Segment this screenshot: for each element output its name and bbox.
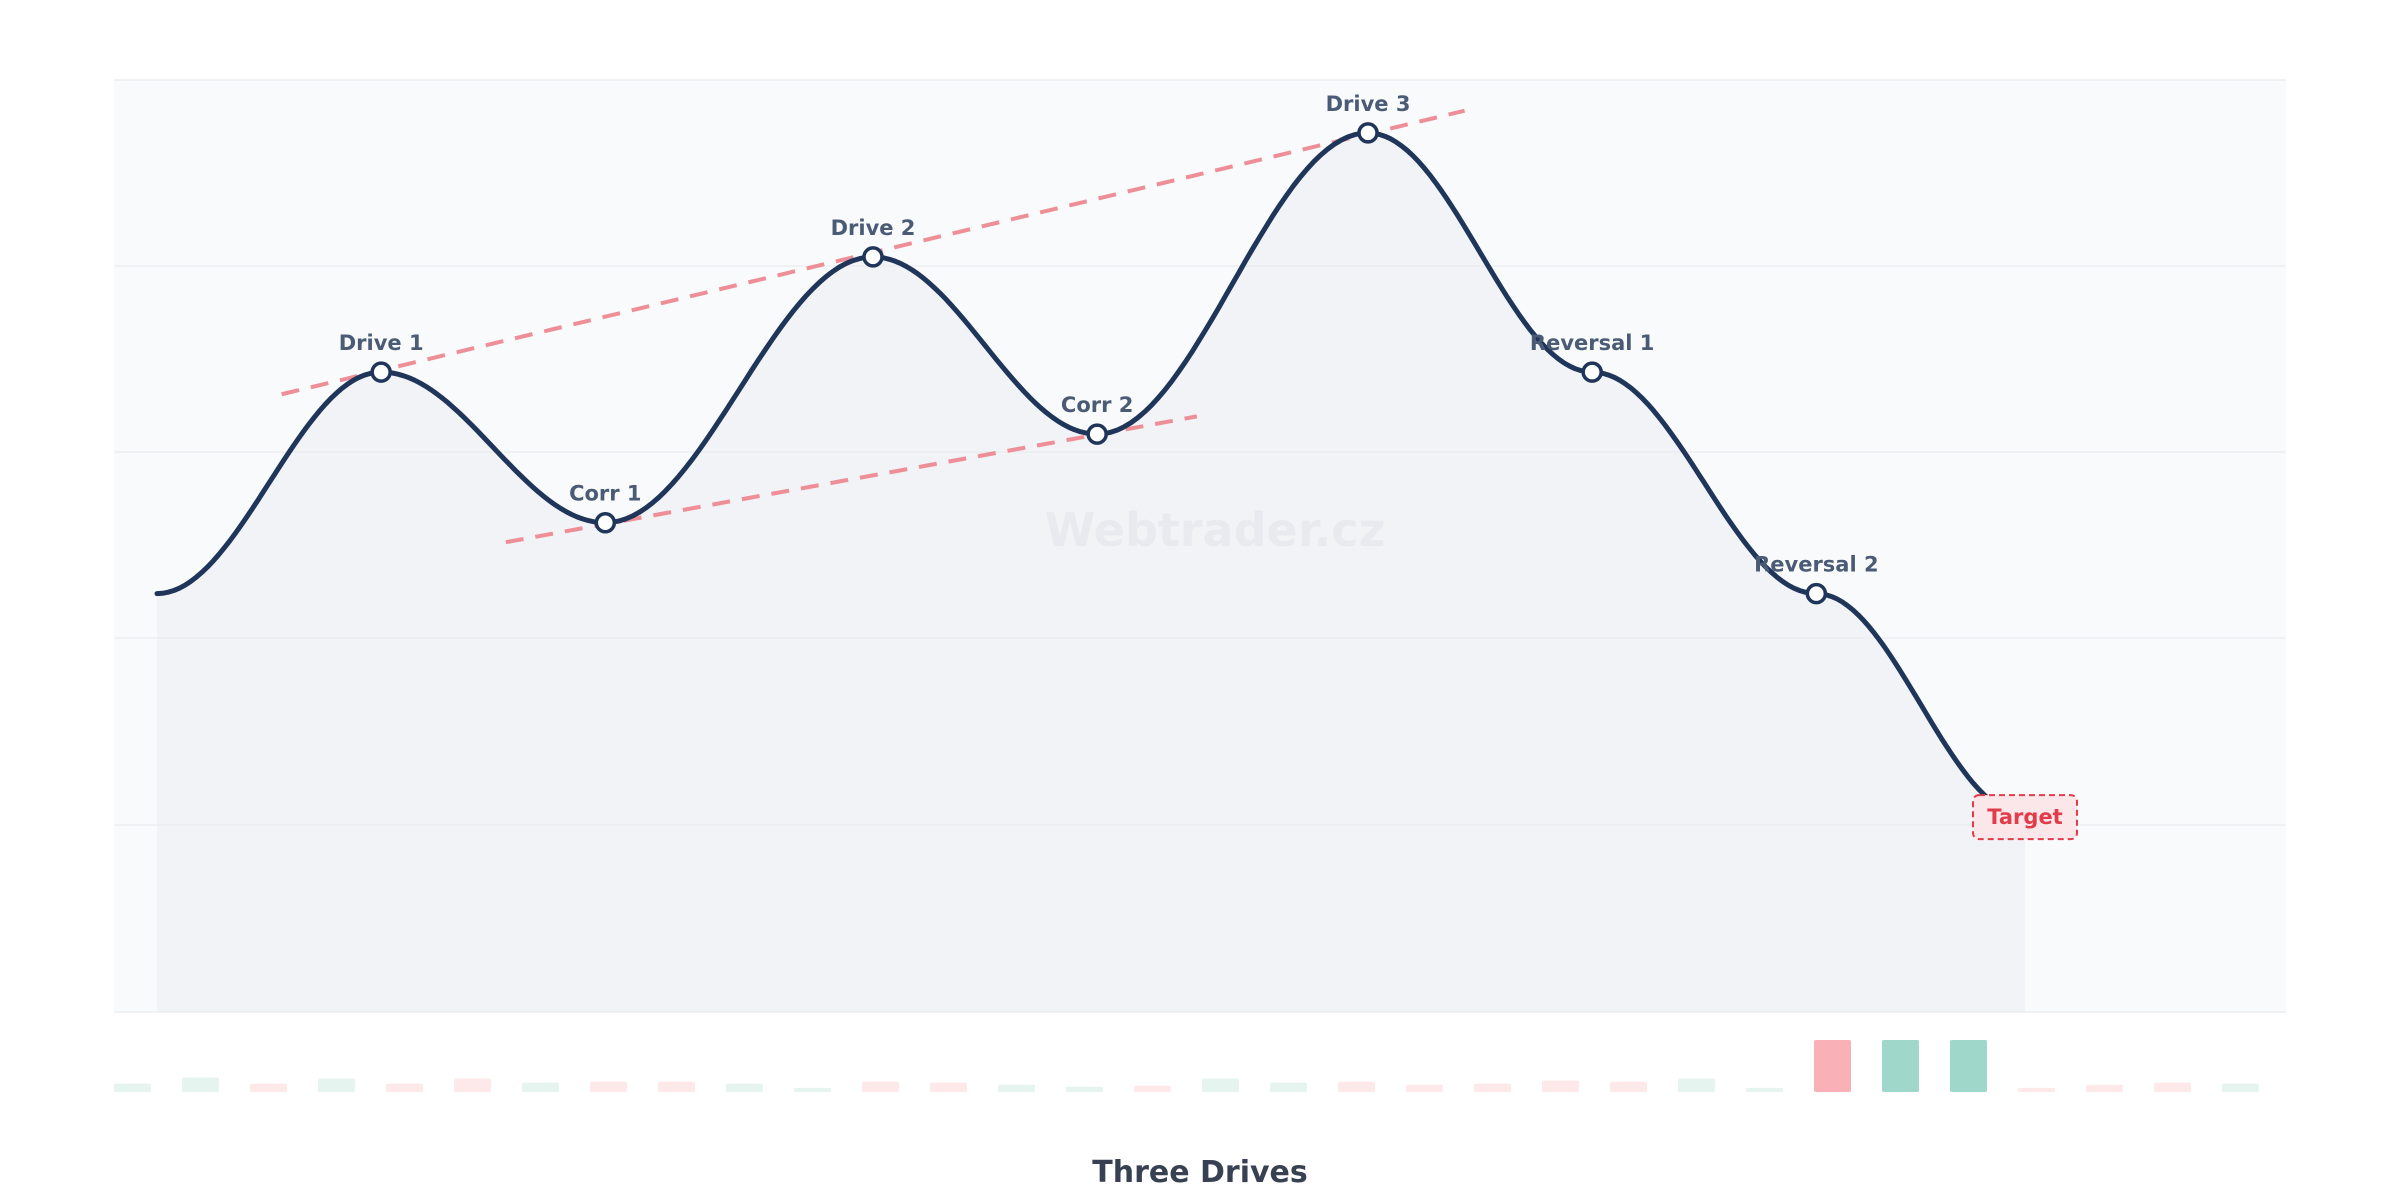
plot-background bbox=[114, 80, 2286, 1012]
volume-bar-25 bbox=[1746, 1087, 1783, 1092]
pivot-reversal-1 bbox=[1581, 361, 1603, 383]
label-reversal-1: Reversal 1 bbox=[1530, 331, 1655, 355]
volume-bar-23 bbox=[1610, 1081, 1647, 1092]
volume-bar-2 bbox=[182, 1077, 219, 1092]
volume-bar-7 bbox=[522, 1082, 559, 1092]
volume-bar-29 bbox=[2018, 1087, 2055, 1092]
label-corr-2: Corr 2 bbox=[1061, 393, 1133, 417]
grid-lines bbox=[114, 79, 2286, 1013]
volume-bar-17 bbox=[1202, 1078, 1239, 1092]
volume-bar-12 bbox=[862, 1081, 899, 1092]
volume-bar-15 bbox=[1066, 1086, 1103, 1092]
volume-bar-18 bbox=[1270, 1082, 1307, 1092]
volume-bar-24 bbox=[1678, 1078, 1715, 1092]
volume-bar-19 bbox=[1338, 1081, 1375, 1092]
volume-bar-10 bbox=[726, 1083, 763, 1092]
volume-bar-28 bbox=[1950, 1040, 1987, 1092]
pivot-drive-3 bbox=[1357, 122, 1379, 144]
volume-bar-30 bbox=[2086, 1084, 2123, 1092]
volume-bars bbox=[114, 1040, 2259, 1092]
trendline-2 bbox=[505, 414, 1198, 545]
volume-bar-26 bbox=[1814, 1040, 1851, 1092]
volume-bar-9 bbox=[658, 1081, 695, 1092]
chart-title: Three Drives bbox=[1092, 1155, 1308, 1190]
volume-bar-14 bbox=[998, 1084, 1035, 1092]
pivot-drive-2 bbox=[862, 246, 884, 268]
pivot-points: Drive 1 Corr 1 Drive 2 Corr 2 Drive 3 Reversa… bbox=[339, 92, 1879, 605]
volume-bar-3 bbox=[250, 1083, 287, 1092]
volume-bar-22 bbox=[1542, 1080, 1579, 1092]
volume-bar-20 bbox=[1406, 1084, 1443, 1092]
volume-bar-11 bbox=[794, 1087, 831, 1092]
pivot-drive-1 bbox=[370, 361, 392, 383]
volume-bar-5 bbox=[386, 1083, 423, 1092]
target-label: Target bbox=[1987, 805, 2062, 829]
label-corr-1: Corr 1 bbox=[569, 482, 641, 506]
volume-bar-8 bbox=[590, 1081, 627, 1092]
target-box bbox=[1972, 794, 2078, 841]
label-drive-3: Drive 3 bbox=[1326, 92, 1411, 116]
volume-bar-6 bbox=[454, 1078, 491, 1092]
price-area bbox=[157, 132, 2025, 1012]
pivot-reversal-2 bbox=[1805, 582, 1828, 605]
pivot-corr-2 bbox=[1086, 423, 1108, 445]
label-drive-2: Drive 2 bbox=[831, 216, 916, 240]
target-marker: Target bbox=[1972, 794, 2078, 841]
label-reversal-2: Reversal 2 bbox=[1754, 553, 1879, 577]
volume-bar-13 bbox=[930, 1082, 967, 1092]
volume-bar-27 bbox=[1882, 1040, 1919, 1092]
watermark: Webtrader.cz bbox=[1045, 503, 1386, 557]
volume-bar-1 bbox=[114, 1083, 151, 1092]
volume-bar-32 bbox=[2222, 1083, 2259, 1092]
volume-bar-21 bbox=[1474, 1083, 1511, 1092]
volume-bar-16 bbox=[1134, 1085, 1171, 1092]
pivot-corr-1 bbox=[594, 511, 617, 534]
label-drive-1: Drive 1 bbox=[339, 331, 424, 355]
volume-bar-31 bbox=[2154, 1082, 2191, 1092]
volume-bar-4 bbox=[318, 1078, 355, 1092]
